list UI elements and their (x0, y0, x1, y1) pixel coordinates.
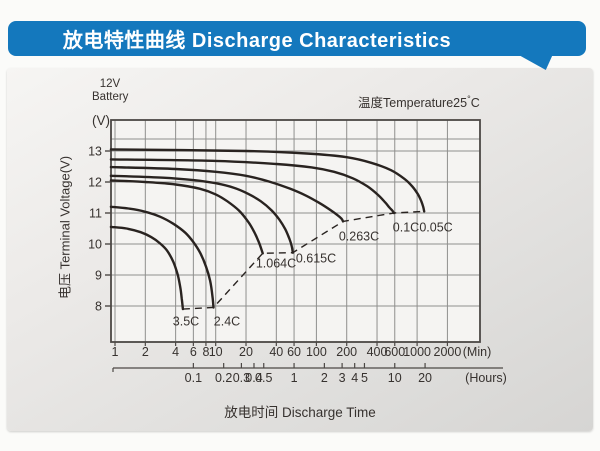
curve-label-0.615C: 0.615C (296, 252, 336, 266)
min-tick-label-200: 200 (336, 345, 357, 359)
curve-0.263C (109, 165, 345, 223)
min-tick-label-20: 20 (239, 345, 253, 359)
hour-tick-label-0.3: 0.3 (233, 371, 250, 385)
y-tick-label-13: 13 (88, 145, 102, 159)
hours-unit-label: (Hours) (465, 371, 507, 385)
battery-label-line2: Battery (92, 90, 129, 103)
hour-tick-label-2: 2 (321, 371, 328, 385)
plot-border (110, 119, 481, 343)
curve-label-3.5C: 3.5C (173, 315, 199, 329)
curve-label-0.263C: 0.263C (339, 230, 379, 244)
hour-tick-label-10: 10 (388, 371, 402, 385)
hour-tick-label-0.1: 0.1 (185, 371, 202, 385)
min-tick-label-2: 2 (142, 345, 149, 359)
hour-tick-label-0.2: 0.2 (215, 371, 232, 385)
y-tick-label-10: 10 (88, 238, 102, 252)
curve-2.4C (109, 205, 215, 309)
min-tick-label-60: 60 (287, 345, 301, 359)
min-tick-label-40: 40 (269, 345, 283, 359)
hour-tick-label-0.4: 0.4 (245, 371, 262, 385)
min-tick-label-10: 10 (209, 345, 223, 359)
y-tick-label-8: 8 (95, 300, 102, 314)
y-tick-label-12: 12 (88, 176, 102, 190)
min-tick-label-2000: 2000 (434, 345, 462, 359)
min-tick-label-8: 8 (202, 345, 209, 359)
curve-1.064C (109, 179, 264, 255)
min-tick-label-600: 600 (384, 345, 405, 359)
curve-label-0.05C: 0.05C (419, 221, 452, 235)
curve-3.5C (109, 225, 185, 311)
curve-0.1C (109, 158, 396, 215)
x-axis-title: 放电时间 Discharge Time (224, 405, 376, 420)
hour-tick-label-3: 3 (339, 371, 346, 385)
y-tick-label-9: 9 (95, 269, 102, 283)
y-tick-label-11: 11 (89, 207, 102, 221)
header-banner: 放电特性曲线 Discharge Characteristics (8, 21, 586, 56)
temperature-text: 温度Temperature25 (358, 96, 468, 110)
header-title: 放电特性曲线 Discharge Characteristics (62, 30, 452, 52)
curve-label-0.1C: 0.1C (393, 221, 419, 235)
minutes-unit-label: (Min) (463, 345, 491, 359)
min-tick-label-100: 100 (306, 345, 327, 359)
hour-tick-label-5: 5 (361, 371, 368, 385)
curve-0.05C (109, 148, 426, 213)
min-tick-label-4: 4 (172, 345, 179, 359)
y-axis-unit: (V) (92, 113, 110, 128)
hour-tick-label-1: 1 (291, 371, 298, 385)
battery-label-line1: 12V (99, 78, 121, 90)
curve-label-1.064C: 1.064C (256, 257, 296, 271)
curve-label-2.4C: 2.4C (214, 315, 240, 329)
temperature-unit: C (470, 96, 480, 110)
min-tick-label-1: 1 (112, 345, 119, 359)
plot-background (111, 120, 480, 342)
min-tick-label-1000: 1000 (403, 345, 431, 359)
temperature-label: 温度Temperature25°C (358, 92, 480, 111)
hour-tick-label-4: 4 (351, 371, 358, 385)
degree-symbol: ° (467, 93, 471, 104)
battery-label: 12V Battery (92, 78, 128, 103)
min-tick-label-400: 400 (367, 345, 388, 359)
hour-tick-label-20: 20 (418, 371, 432, 385)
hour-tick-label-0.5: 0.5 (255, 371, 272, 385)
min-tick-label-6: 6 (190, 345, 197, 359)
curve-0.615C (109, 174, 294, 254)
